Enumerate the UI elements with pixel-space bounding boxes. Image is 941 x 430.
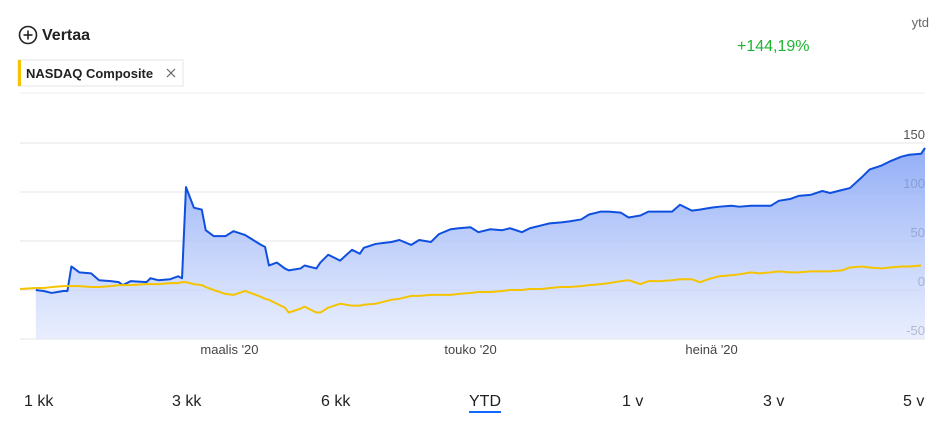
range-button[interactable]: 5 v — [903, 393, 924, 410]
x-tick-label: maalis '20 — [200, 342, 258, 357]
x-tick-label: heinä '20 — [685, 342, 737, 357]
range-button[interactable]: YTD — [469, 393, 501, 410]
plus-icon — [18, 25, 38, 45]
symbol-chip[interactable]: NASDAQ Composite — [17, 59, 184, 87]
compare-button[interactable]: Vertaa — [18, 25, 91, 45]
x-tick-label: touko '20 — [444, 342, 496, 357]
range-underline — [469, 411, 501, 413]
change-percent: +144,19% — [737, 38, 810, 55]
compare-label: Vertaa — [42, 27, 90, 44]
range-button[interactable]: 1 v — [622, 393, 643, 410]
series-area — [35, 147, 925, 339]
range-button[interactable]: 1 kk — [24, 393, 54, 410]
series-line — [35, 147, 926, 294]
remove-icon — [166, 68, 176, 78]
chip-remove[interactable] — [166, 68, 176, 78]
series-line — [19, 264, 922, 314]
y-tick-label: 150 — [903, 127, 925, 142]
range-button[interactable]: 6 kk — [321, 393, 351, 410]
chip-box — [17, 59, 184, 87]
range-button[interactable]: 3 kk — [172, 393, 202, 410]
chip-label: NASDAQ Composite — [26, 66, 153, 81]
chip-color — [18, 60, 21, 86]
range-button[interactable]: 3 v — [763, 393, 784, 410]
period-label: ytd — [912, 15, 929, 30]
range-selector: 1 kk 3 kk 6 kk YTD 1 v 3 v 5 v — [24, 393, 924, 413]
